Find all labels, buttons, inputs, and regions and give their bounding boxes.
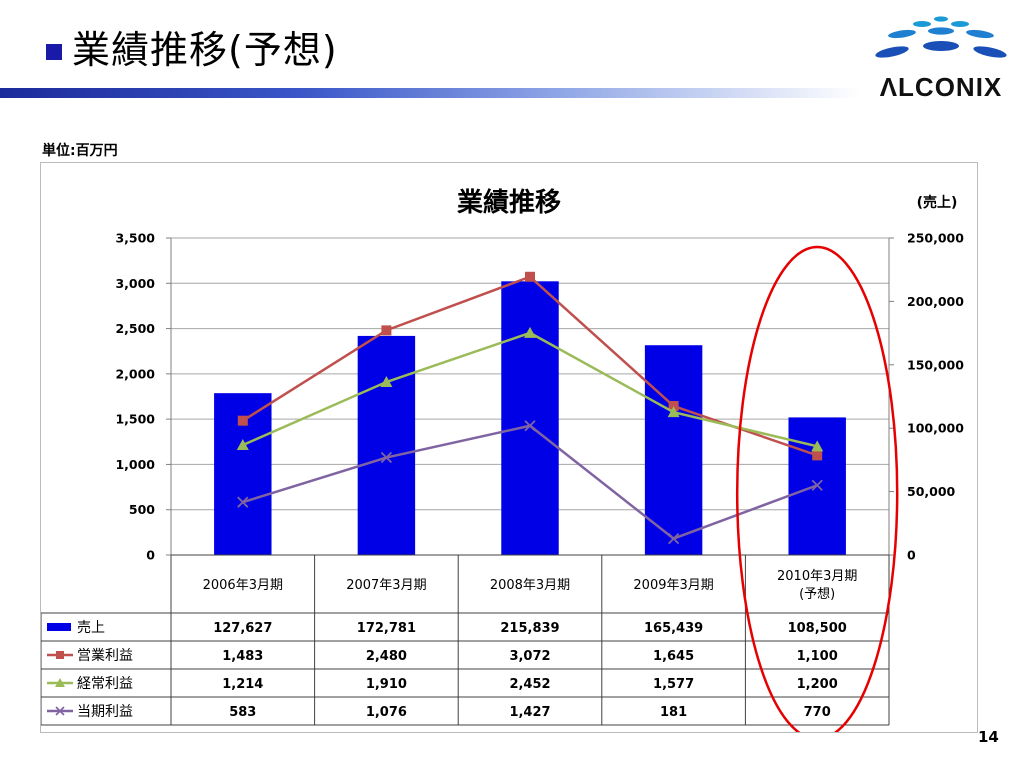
legend-label: 売上 [77, 620, 105, 636]
data-table-cell: 215,839 [500, 621, 559, 636]
left-axis-tick-label: 0 [146, 548, 155, 563]
data-table-cell: 1,483 [222, 649, 263, 664]
data-table-cell: 2,480 [366, 649, 407, 664]
point-当期利益 [811, 479, 823, 491]
category-label-line: 2010年3月期 [777, 569, 857, 584]
right-axis-tick-label: 200,000 [907, 294, 964, 309]
legend-label: 当期利益 [77, 704, 133, 720]
unit-label: 単位:百万円 [42, 143, 118, 159]
point-経常利益 [667, 406, 680, 418]
data-table-cell: 127,627 [213, 621, 272, 636]
chart-title: 業績推移 [457, 188, 561, 218]
data-table-cell: 1,427 [509, 705, 550, 720]
right-axis-tick-label: 150,000 [907, 357, 964, 372]
category-label-line: 2006年3月期 [203, 578, 283, 593]
bar-売上 [644, 345, 703, 555]
data-table-cell: 1,076 [366, 705, 407, 720]
data-table-cell: 108,500 [788, 621, 847, 636]
slide-header: 業績推移(予想) ΛLCONIX [0, 0, 1024, 102]
category-label: 2010年3月期 (予想) [777, 569, 857, 602]
data-table-cell: 1,910 [366, 677, 407, 692]
title-bullet-icon [46, 44, 62, 60]
right-axis-tick-label: 0 [907, 548, 916, 563]
category-label-line: 2007年3月期 [346, 578, 426, 593]
data-table-cell: 165,439 [644, 621, 703, 636]
point-営業利益 [381, 325, 392, 336]
point-経常利益 [236, 439, 249, 451]
header-gradient-bar [0, 88, 860, 98]
point-経常利益 [380, 376, 393, 388]
point-営業利益 [525, 271, 535, 282]
left-axis-tick-label: 1,500 [115, 412, 155, 427]
right-axis-tick-label: 250,000 [907, 231, 964, 246]
chart-frame: 業績推移 (売上) 0 500 1,000 1,500 2,000 2,500 3,000 3,5… [40, 162, 978, 733]
data-table-cell: 1,645 [653, 649, 694, 664]
point-当期利益 [667, 532, 680, 545]
right-axis-tick-label: 100,000 [907, 421, 964, 436]
logo-mark-icon [875, 16, 1007, 58]
point-営業利益 [668, 401, 679, 412]
category-label: 2009年3月期 [633, 578, 713, 593]
right-axis-label: (売上) [917, 194, 958, 211]
legend-key-売上 [47, 623, 71, 631]
data-table-cell: 3,072 [509, 649, 550, 664]
chart-svg: 業績推移 (売上) 0 500 1,000 1,500 2,000 2,500 3,000 3,5… [41, 188, 964, 732]
data-table-cell: 1,200 [797, 677, 838, 692]
left-axis-tick-label: 2,500 [115, 321, 155, 336]
category-label-line: 2008年3月期 [490, 578, 570, 593]
point-当期利益 [524, 420, 536, 432]
data-table-cell: 2,452 [509, 677, 550, 692]
slide-title: 業績推移(予想) [72, 28, 338, 72]
legend-marker-当期利益 [55, 706, 65, 716]
data-table-cell: 1,100 [797, 649, 838, 664]
data-table-cell: 770 [804, 705, 831, 720]
category-label-line: (予想) [799, 586, 835, 602]
left-axis-tick-label: 500 [129, 502, 155, 517]
data-table-cell: 1,214 [222, 677, 263, 692]
forecast-highlight-ellipse [735, 245, 899, 732]
category-label: 2006年3月期 [203, 578, 283, 593]
data-table-cell: 583 [229, 705, 256, 720]
category-label: 2008年3月期 [490, 578, 570, 593]
left-axis-tick-label: 2,000 [115, 366, 155, 381]
page-number: 14 [978, 728, 999, 746]
category-label-line: 2009年3月期 [633, 578, 713, 593]
alconix-logo: ΛLCONIX [868, 10, 1014, 102]
legend-marker-営業利益 [56, 651, 64, 659]
point-経常利益 [811, 440, 824, 452]
point-営業利益 [237, 415, 248, 426]
point-当期利益 [237, 496, 249, 508]
legend-label: 営業利益 [77, 648, 133, 664]
logo-text: ΛLCONIX [879, 72, 1003, 102]
legend-label: 経常利益 [77, 676, 133, 692]
data-table-cell: 1,577 [653, 677, 694, 692]
point-当期利益 [380, 451, 393, 464]
point-経常利益 [524, 326, 536, 338]
right-axis-tick-label: 50,000 [907, 484, 956, 499]
point-営業利益 [812, 450, 823, 461]
bar-売上 [357, 335, 416, 555]
bar-売上 [501, 281, 559, 555]
left-axis-tick-label: 3,000 [115, 276, 155, 291]
data-table-cell: 172,781 [357, 621, 416, 636]
data-table-cell: 181 [660, 705, 687, 720]
left-axis-tick-label: 3,500 [115, 231, 155, 246]
category-label: 2007年3月期 [346, 578, 426, 593]
left-axis-tick-label: 1,000 [115, 457, 155, 472]
legend-marker-経常利益 [55, 678, 65, 687]
